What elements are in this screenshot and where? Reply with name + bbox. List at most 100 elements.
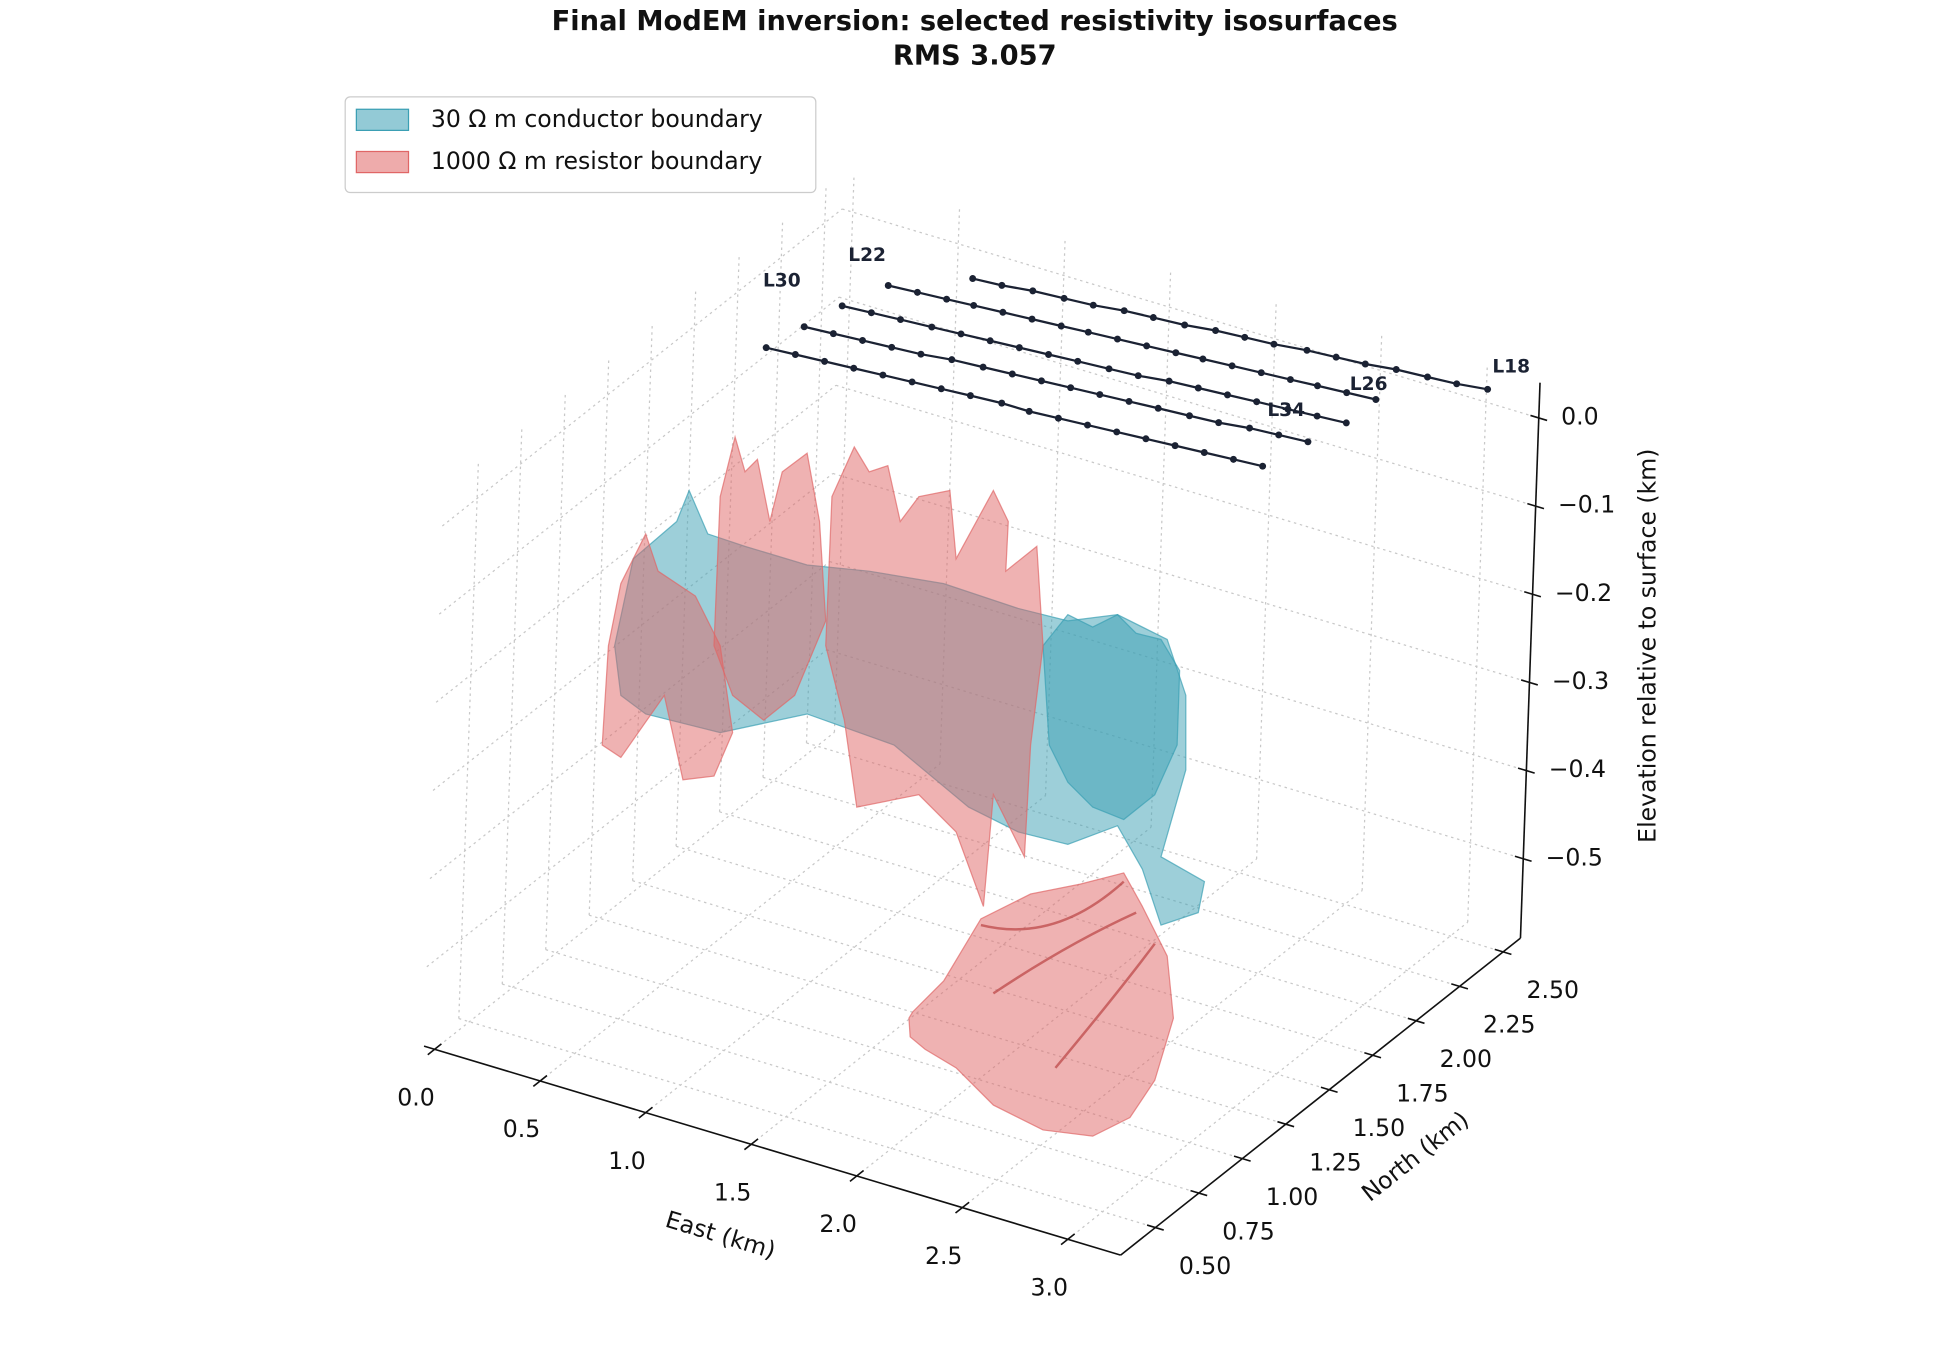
z-tick-label: −0.3 (1552, 667, 1609, 695)
station (1372, 396, 1380, 403)
line-label: L30 (763, 270, 801, 291)
x-tick (849, 1169, 865, 1182)
grid-line (435, 384, 837, 703)
station (1113, 335, 1121, 343)
grid-line (1255, 303, 1277, 859)
isosurface (1042, 613, 1181, 821)
legend-label: 30 Ω m conductor boundary (431, 105, 763, 133)
y-tick (1233, 1155, 1251, 1162)
station (1246, 424, 1254, 432)
y-tick-label: 0.50 (1179, 1252, 1232, 1280)
grid-line (645, 795, 1046, 1114)
station (1303, 346, 1311, 354)
station (908, 378, 916, 386)
station (1342, 419, 1350, 427)
x-tick-label: 0.0 (397, 1083, 435, 1111)
station (1181, 321, 1189, 329)
station (979, 363, 987, 371)
station (829, 330, 837, 338)
station (1171, 442, 1179, 450)
z-tick-label: −0.4 (1549, 755, 1606, 783)
station (762, 344, 770, 352)
grid-line (1067, 921, 1469, 1240)
y-tick-label: 0.75 (1222, 1217, 1275, 1245)
survey-line (972, 277, 1488, 391)
station (1253, 398, 1261, 406)
y-axis (1120, 937, 1521, 1256)
z-tick-label: −0.2 (1555, 579, 1612, 607)
station (937, 385, 945, 393)
station (986, 337, 994, 345)
survey-line (803, 325, 1309, 443)
station (1484, 385, 1492, 393)
isosurface (825, 445, 1044, 907)
station (1228, 362, 1236, 370)
y-tick-label: 1.00 (1266, 1183, 1318, 1211)
station (1313, 412, 1321, 420)
station (1142, 435, 1150, 443)
z-tick-label: 0.0 (1561, 402, 1599, 430)
station (1134, 372, 1142, 380)
grid-line (1467, 366, 1488, 923)
grid-line (539, 763, 941, 1082)
station (1186, 412, 1193, 420)
grid-line (434, 731, 835, 1050)
x-tick (532, 1074, 548, 1087)
station (1057, 322, 1065, 330)
survey-line (887, 284, 1377, 401)
legend-swatch (355, 150, 410, 174)
y-tick (1320, 1086, 1338, 1093)
station (1199, 355, 1207, 363)
station (999, 308, 1007, 316)
isosurface (908, 872, 1175, 1137)
y-tick (1407, 1017, 1425, 1025)
x-tick (1060, 1233, 1076, 1246)
station (1212, 327, 1220, 334)
station (1149, 314, 1157, 322)
station (888, 343, 896, 351)
station (859, 336, 867, 344)
z-tick-label: −0.1 (1558, 491, 1615, 519)
x-tick (427, 1043, 442, 1056)
station (879, 371, 887, 379)
y-tick (1277, 1120, 1295, 1128)
x-tick-label: 2.0 (819, 1210, 856, 1238)
station (1067, 384, 1075, 392)
station (913, 288, 921, 296)
z-tick (1520, 679, 1539, 686)
station (791, 351, 799, 358)
survey-line (841, 304, 1347, 424)
station (1054, 414, 1062, 422)
station (1224, 391, 1231, 399)
x-tick-label: 2.5 (925, 1242, 962, 1270)
station (897, 316, 905, 324)
station (1028, 315, 1036, 323)
station (1284, 405, 1292, 413)
station (838, 302, 846, 310)
grid-line (838, 296, 1536, 507)
station (884, 282, 892, 289)
station (1125, 397, 1133, 405)
station (1424, 373, 1431, 381)
station (1259, 462, 1267, 470)
station (1084, 421, 1092, 429)
chart-title: Final ModEM inversion: selected resistiv… (552, 6, 1398, 37)
z-axis-label: Elevation relative to surface (km) (1633, 449, 1661, 843)
y-tick (1364, 1051, 1382, 1059)
x-tick-label: 1.5 (714, 1178, 752, 1206)
y-tick (1451, 983, 1469, 990)
y-tick-label: 1.75 (1396, 1079, 1449, 1107)
legend-box (344, 96, 817, 194)
station (1045, 351, 1053, 358)
x-tick-label: 0.5 (503, 1115, 541, 1143)
grid-line (438, 296, 840, 615)
y-tick (1146, 1224, 1164, 1231)
station (1257, 369, 1265, 377)
line-label: L34 (1267, 400, 1305, 421)
station (970, 301, 978, 309)
station (998, 399, 1006, 407)
station (943, 295, 951, 303)
station (1215, 419, 1223, 427)
station (1089, 301, 1097, 309)
